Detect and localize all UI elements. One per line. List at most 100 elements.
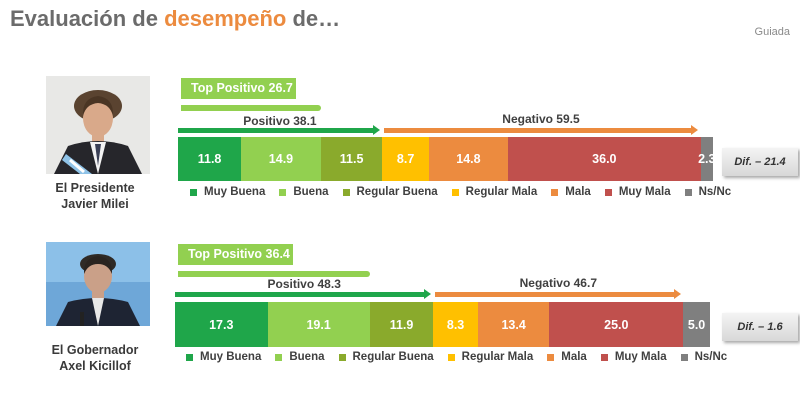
legend-label: Buena (289, 351, 325, 363)
legend-swatch (551, 188, 559, 196)
legend-label: Ns/Nc (694, 351, 728, 363)
legend-label: Ns/Nc (698, 186, 732, 198)
seg-regular-buena: 11.5 (320, 137, 383, 181)
legend-swatch (338, 353, 346, 361)
legend-swatch (680, 353, 688, 361)
legend-item: Buena (275, 351, 325, 363)
person-name: Axel Kicillof (59, 359, 131, 373)
legend-label: Muy Buena (200, 351, 262, 363)
seg-ns-nc: 5.0 (683, 302, 710, 347)
legend-label: Mala (561, 351, 587, 363)
portrait-milei (46, 76, 150, 174)
negativo-arrow (435, 289, 682, 299)
segment-value-label: 25.0 (604, 317, 629, 332)
positivo-label: Positivo 48.3 (267, 277, 341, 291)
legend-swatch (447, 353, 455, 361)
title-part1: Evaluación de (10, 6, 165, 31)
legend-label: Mala (565, 186, 591, 198)
seg-ns-nc: 2.3 (698, 137, 716, 181)
person-role: El Gobernador (51, 343, 139, 357)
seg-regular-mala: 8.7 (382, 137, 429, 181)
segment-value-label: 2.3 (698, 152, 716, 166)
segment-value-label: 14.9 (268, 152, 294, 166)
legend: Muy Buena Buena Regular Buena Regular Mala M… (190, 186, 745, 198)
top-positivo-label: Top Positivo 26.7 (181, 78, 296, 99)
legend-item: Muy Buena (186, 351, 261, 363)
top-positivo-arrow (181, 105, 321, 111)
segment-value-label: 19.1 (306, 317, 331, 332)
segment-value-label: 11.9 (389, 317, 414, 332)
legend-item: Regular Buena (342, 186, 438, 198)
positivo-arrow (175, 289, 432, 299)
legend-item: Mala (547, 351, 587, 363)
seg-mala: 14.8 (428, 137, 509, 181)
person-name: Javier Milei (61, 197, 129, 211)
negativo-label: Negativo 59.5 (502, 112, 580, 126)
person-name-milei: El Presidente Javier Milei (30, 180, 160, 212)
segment-value-label: 5.0 (687, 317, 706, 332)
segment-value-label: 8.7 (396, 152, 415, 166)
legend-item: Regular Mala (447, 351, 533, 363)
legend-swatch (279, 188, 287, 196)
legend-swatch (190, 188, 197, 196)
stacked-bar: 11.8 14.9 11.5 8.7 14.8 36.0 2.3 (178, 137, 716, 181)
chart-block-milei: El Presidente Javier Milei Top Positivo … (0, 72, 800, 252)
brand-label: Guiada (754, 26, 790, 38)
legend-item: Buena (279, 186, 329, 198)
segment-value-label: 14.8 (456, 152, 481, 166)
segment-value-label: 13.4 (501, 317, 526, 332)
seg-muy-mala: 36.0 (508, 137, 701, 181)
segment-value-label: 36.0 (592, 152, 617, 166)
legend-swatch (604, 188, 612, 196)
legend-swatch (342, 188, 350, 196)
positivo-arrow (178, 125, 380, 135)
portrait-kicillof (46, 242, 150, 340)
legend-item: Ns/Nc (684, 186, 732, 198)
seg-regular-mala: 8.3 (433, 302, 478, 347)
title-part3: de… (286, 6, 341, 31)
legend-label: Muy Mala (614, 351, 667, 363)
seg-mala: 13.4 (477, 302, 550, 347)
legend-item: Mala (551, 186, 591, 198)
legend-swatch (684, 188, 692, 196)
chart-block-kicillof: El Gobernador Axel Kicillof Top Positivo… (0, 240, 800, 420)
legend-item: Muy Mala (604, 186, 671, 198)
seg-muy-mala: 25.0 (549, 302, 684, 347)
legend-swatch (186, 353, 193, 361)
legend-label: Muy Buena (204, 186, 266, 198)
segment-value-label: 17.3 (209, 317, 234, 332)
dif-badge: Dif. – 1.6 (722, 313, 798, 341)
stacked-bar: 17.3 19.1 11.9 8.3 13.4 25.0 5.0 (175, 302, 710, 347)
dif-badge: Dif. – 21.4 (722, 148, 798, 176)
person-role: El Presidente (55, 181, 135, 195)
legend-swatch (275, 353, 283, 361)
seg-buena: 14.9 (241, 137, 321, 181)
legend-item: Regular Buena (338, 351, 434, 363)
legend: Muy Buena Buena Regular Buena Regular Mala M… (186, 351, 741, 363)
seg-buena: 19.1 (267, 302, 370, 347)
seg-regular-buena: 11.9 (369, 302, 434, 347)
legend-label: Regular Buena (356, 186, 438, 198)
seg-muy-buena: 17.3 (175, 302, 268, 347)
person-name-kicillof: El Gobernador Axel Kicillof (30, 342, 160, 374)
negativo-arrow (383, 125, 699, 135)
legend-label: Muy Mala (618, 186, 671, 198)
legend-item: Ns/Nc (680, 351, 728, 363)
segment-value-label: 11.8 (197, 152, 222, 166)
title-highlight: desempeño (164, 6, 287, 31)
segment-value-label: 11.5 (339, 152, 364, 166)
page-title: Evaluación de desempeño de… (10, 6, 340, 32)
legend-label: Regular Buena (352, 351, 434, 363)
legend-swatch (451, 188, 459, 196)
seg-muy-buena: 11.8 (178, 137, 242, 181)
legend-item: Regular Mala (451, 186, 538, 198)
legend-label: Regular Mala (465, 186, 538, 198)
legend-swatch (547, 353, 555, 361)
legend-swatch (600, 353, 608, 361)
segment-value-label: 8.3 (446, 317, 465, 332)
legend-label: Buena (293, 186, 329, 198)
negativo-label: Negativo 46.7 (519, 276, 597, 290)
top-positivo-arrow (178, 271, 370, 277)
top-positivo-label: Top Positivo 36.4 (178, 244, 293, 265)
positivo-label: Positivo 38.1 (243, 114, 317, 128)
